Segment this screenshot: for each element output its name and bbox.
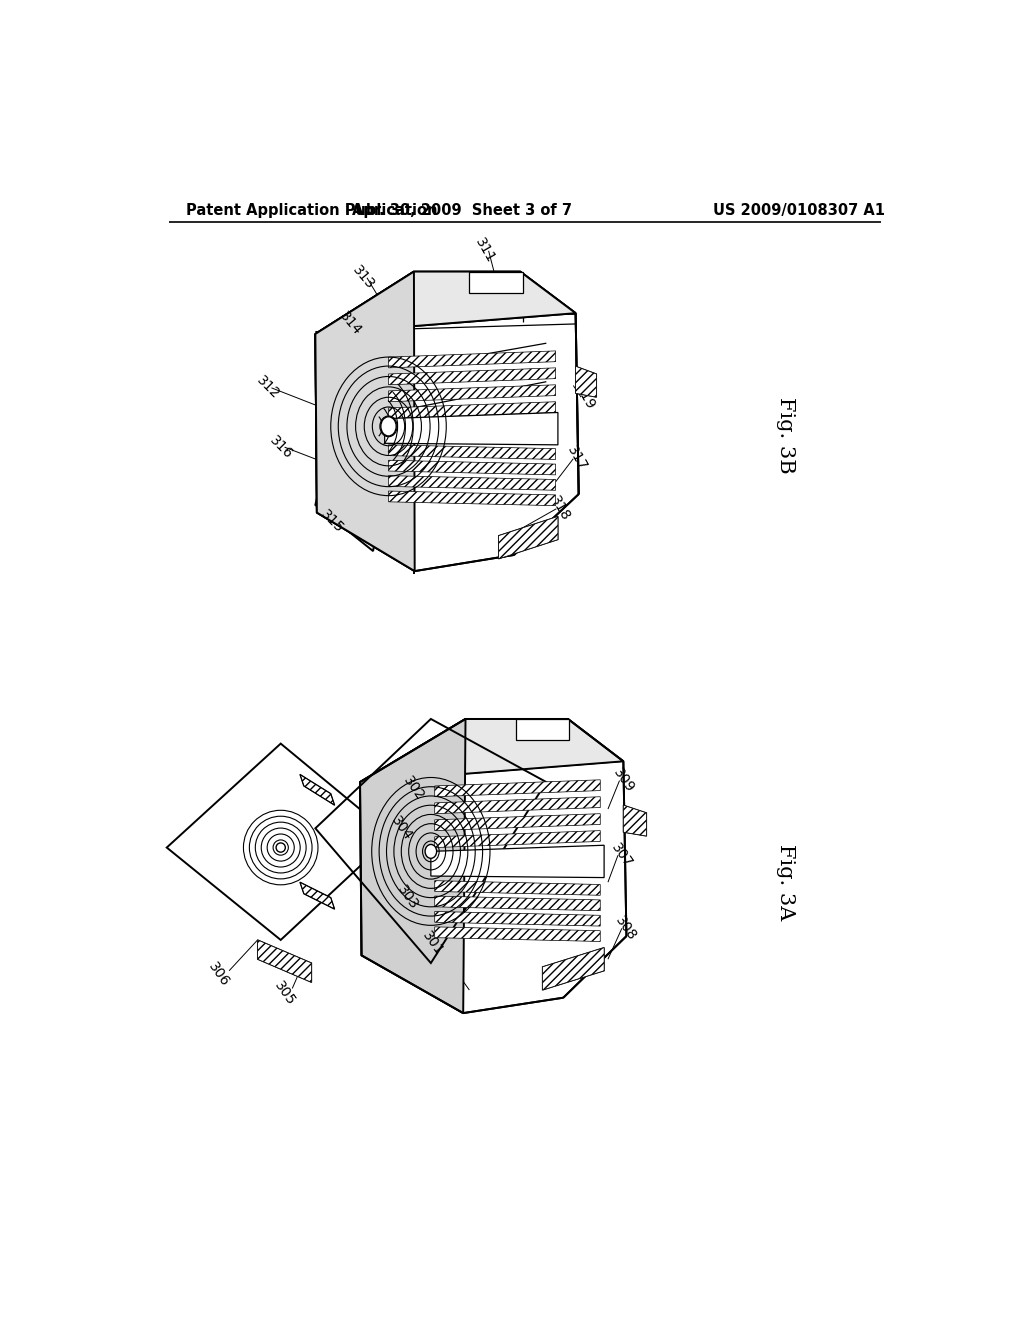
Polygon shape xyxy=(435,797,600,813)
Text: 314: 314 xyxy=(336,309,364,338)
Ellipse shape xyxy=(381,417,396,436)
Text: US 2009/0108307 A1: US 2009/0108307 A1 xyxy=(713,203,885,218)
Text: 313: 313 xyxy=(349,263,377,292)
Text: 305: 305 xyxy=(271,979,298,1008)
Polygon shape xyxy=(435,896,600,911)
Polygon shape xyxy=(435,927,600,941)
Polygon shape xyxy=(435,911,600,927)
Polygon shape xyxy=(543,948,604,990)
Polygon shape xyxy=(435,830,600,847)
Polygon shape xyxy=(469,272,523,293)
Polygon shape xyxy=(388,401,556,418)
Polygon shape xyxy=(499,516,558,558)
Polygon shape xyxy=(624,805,646,836)
Text: 316: 316 xyxy=(266,433,295,462)
Polygon shape xyxy=(388,491,556,506)
Polygon shape xyxy=(543,948,604,990)
Polygon shape xyxy=(575,367,596,397)
Polygon shape xyxy=(315,272,575,334)
Text: 306: 306 xyxy=(206,960,232,990)
Polygon shape xyxy=(435,780,600,797)
Text: 317: 317 xyxy=(564,444,590,474)
Ellipse shape xyxy=(276,843,286,853)
Polygon shape xyxy=(360,719,624,781)
Text: 315: 315 xyxy=(318,508,346,536)
Polygon shape xyxy=(315,272,415,572)
Polygon shape xyxy=(435,880,600,895)
Ellipse shape xyxy=(425,845,436,858)
Polygon shape xyxy=(167,743,392,940)
Polygon shape xyxy=(315,272,416,552)
Text: 311: 311 xyxy=(472,236,498,265)
Polygon shape xyxy=(258,940,311,982)
Text: Fig. 3B: Fig. 3B xyxy=(775,397,795,474)
Polygon shape xyxy=(300,775,335,805)
Text: Patent Application Publication: Patent Application Publication xyxy=(186,203,437,218)
Text: Apr. 30, 2009  Sheet 3 of 7: Apr. 30, 2009 Sheet 3 of 7 xyxy=(351,203,571,218)
Polygon shape xyxy=(360,272,574,314)
Text: 309: 309 xyxy=(610,766,637,796)
Polygon shape xyxy=(515,719,569,739)
Polygon shape xyxy=(388,445,556,459)
Polygon shape xyxy=(388,475,556,490)
Polygon shape xyxy=(388,461,556,475)
Text: 304: 304 xyxy=(388,813,415,843)
Text: 303: 303 xyxy=(394,883,421,912)
Text: 307: 307 xyxy=(608,841,635,870)
Polygon shape xyxy=(431,845,604,878)
Text: Fig. 3A: Fig. 3A xyxy=(775,843,795,920)
Polygon shape xyxy=(624,805,646,836)
Polygon shape xyxy=(258,940,311,982)
Text: 319: 319 xyxy=(572,381,598,412)
Polygon shape xyxy=(388,368,556,385)
Text: 308: 308 xyxy=(612,913,639,944)
Polygon shape xyxy=(388,385,556,401)
Text: 318: 318 xyxy=(548,494,572,524)
Polygon shape xyxy=(435,813,600,830)
Polygon shape xyxy=(315,272,579,572)
Polygon shape xyxy=(575,367,596,397)
Text: 301: 301 xyxy=(419,929,445,958)
Polygon shape xyxy=(388,351,556,368)
Polygon shape xyxy=(360,719,466,1014)
Polygon shape xyxy=(300,882,335,909)
Text: 312: 312 xyxy=(253,374,282,403)
Polygon shape xyxy=(499,516,558,558)
Polygon shape xyxy=(385,412,558,445)
Text: 302: 302 xyxy=(400,774,427,803)
